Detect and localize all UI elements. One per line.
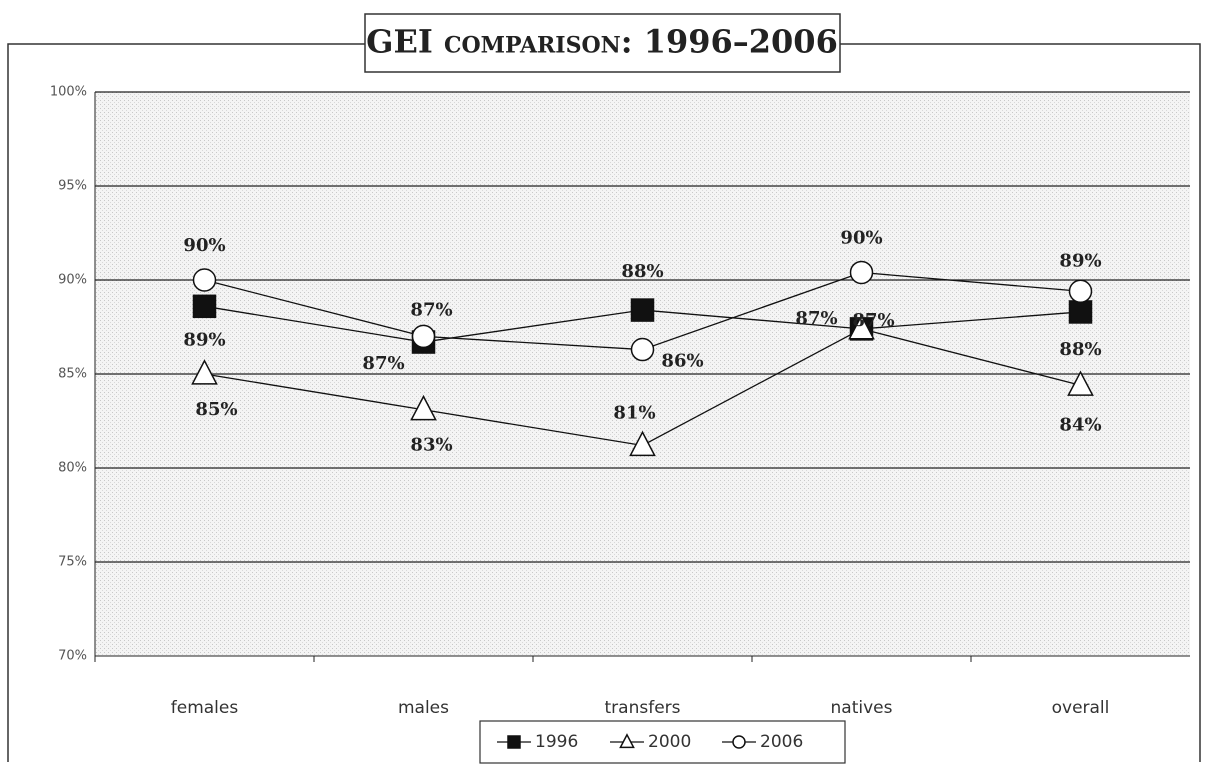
x-tick-label: females	[171, 698, 239, 718]
data-point	[630, 298, 655, 322]
data-label: 87%	[362, 353, 404, 374]
y-tick-label: 85%	[58, 367, 87, 382]
frame	[7, 43, 1201, 762]
data-label: 87%	[410, 299, 452, 320]
data-point	[849, 260, 874, 285]
data-point	[1068, 279, 1093, 304]
y-tick-label: 100%	[50, 85, 87, 100]
x-tick-label: overall	[1052, 698, 1110, 718]
data-point	[410, 394, 437, 421]
chart-title: GEI comparison: 1996–2006	[366, 23, 838, 61]
data-point	[192, 294, 217, 319]
data-point	[191, 359, 218, 385]
data-label: 81%	[613, 402, 655, 423]
data-label: 86%	[661, 351, 703, 372]
data-label: 89%	[1059, 250, 1101, 271]
data-label: 90%	[840, 227, 882, 248]
data-point	[192, 268, 217, 292]
data-label: 87%	[795, 308, 837, 329]
data-point	[630, 337, 655, 362]
x-tick-label: transfers	[605, 698, 681, 718]
y-tick-label: 75%	[58, 555, 87, 570]
data-point	[1067, 370, 1094, 396]
x-tick-label: males	[398, 698, 449, 718]
data-point	[629, 430, 656, 457]
data-label: 87%	[852, 310, 894, 331]
data-label: 89%	[183, 329, 225, 350]
y-tick-label: 80%	[58, 461, 87, 476]
data-point	[848, 314, 875, 340]
data-point	[1068, 300, 1093, 324]
y-tick-label: 95%	[58, 179, 87, 194]
data-label: 88%	[1059, 339, 1101, 360]
y-tick-label: 70%	[58, 649, 87, 664]
legend-marker	[732, 735, 746, 749]
legend-marker	[507, 735, 521, 749]
legend-label: 2006	[760, 732, 803, 752]
data-label: 90%	[183, 235, 225, 256]
data-label: 88%	[621, 261, 663, 282]
x-tick-label: natives	[831, 698, 893, 718]
title-box	[364, 13, 841, 73]
legend-marker	[619, 733, 635, 749]
legend-box	[479, 720, 846, 764]
legend-label: 2000	[648, 732, 691, 752]
data-point	[411, 324, 436, 349]
data-label: 84%	[1059, 414, 1101, 435]
data-label: 85%	[195, 399, 237, 420]
legend-label: 1996	[535, 732, 578, 752]
y-tick-label: 90%	[58, 273, 87, 288]
data-label: 83%	[410, 435, 452, 456]
